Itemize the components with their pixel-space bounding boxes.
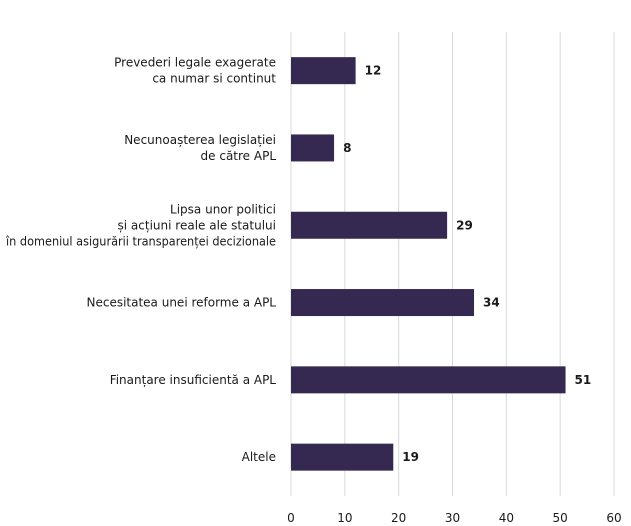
x-tick-label: 20 bbox=[391, 511, 406, 525]
category-label: Altele bbox=[242, 450, 276, 464]
bar-value-label: 8 bbox=[343, 141, 351, 155]
bar bbox=[291, 57, 356, 85]
bars bbox=[291, 57, 566, 471]
x-tick-label: 40 bbox=[499, 511, 514, 525]
bar bbox=[291, 443, 394, 471]
value-labels: 12 8 29 34 51 19 bbox=[343, 64, 592, 464]
bar-value-label: 51 bbox=[575, 373, 592, 387]
category-label: Prevederi legale exagerate bbox=[114, 56, 276, 70]
category-label: Finanțare insuficientă a APL bbox=[110, 373, 277, 387]
bar bbox=[291, 134, 335, 162]
category-label: Necesitatea unei reforme a APL bbox=[86, 296, 276, 310]
category-label: ca numar si continut bbox=[152, 72, 276, 86]
x-tick-label: 30 bbox=[445, 511, 460, 525]
grid-lines bbox=[290, 32, 615, 496]
x-tick-label: 0 bbox=[287, 511, 295, 525]
category-label: Lipsa unor politici bbox=[170, 202, 276, 216]
category-label: și acțiuni reale ale statului bbox=[118, 218, 276, 232]
bar-value-label: 29 bbox=[456, 218, 473, 232]
category-label: Necunoașterea legislației bbox=[124, 133, 276, 147]
x-tick-label: 50 bbox=[553, 511, 568, 525]
x-tick-label: 60 bbox=[606, 511, 621, 525]
bar-value-label: 34 bbox=[483, 296, 500, 310]
x-axis-tick-labels: 0 10 20 30 40 50 60 bbox=[287, 511, 621, 525]
bar bbox=[291, 289, 475, 317]
category-labels: Prevederi legale exagerate ca numar si co… bbox=[5, 56, 277, 464]
bar-value-label: 12 bbox=[365, 64, 382, 78]
bar bbox=[291, 366, 566, 394]
x-tick-label: 10 bbox=[337, 511, 352, 525]
bar bbox=[291, 211, 448, 239]
category-label: de către APL bbox=[201, 149, 277, 163]
bar-value-label: 19 bbox=[402, 450, 419, 464]
category-label: în domeniul asigurării transparenței dec… bbox=[5, 234, 276, 248]
